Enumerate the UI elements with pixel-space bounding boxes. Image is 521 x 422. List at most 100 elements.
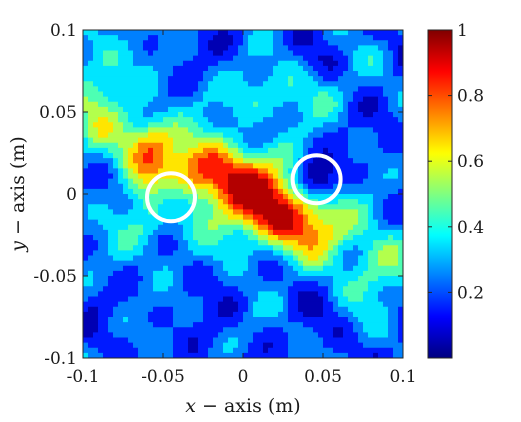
- heatmap-cell: [203, 86, 209, 93]
- heatmap-cell: [83, 317, 89, 323]
- heatmap-cell: [393, 183, 399, 190]
- heatmap-cell: [393, 117, 399, 123]
- heatmap-cell: [318, 291, 324, 298]
- heatmap-cell: [318, 224, 324, 231]
- heatmap-cell: [153, 209, 159, 216]
- heatmap-cell: [363, 332, 369, 339]
- heatmap-cell: [228, 199, 234, 205]
- heatmap-cell: [388, 163, 394, 169]
- heatmap-cell: [228, 117, 234, 123]
- heatmap-cell: [378, 188, 384, 195]
- heatmap-cell: [103, 276, 109, 282]
- heatmap-cell: [323, 122, 329, 128]
- heatmap-cell: [293, 112, 299, 118]
- heatmap-cell: [308, 60, 314, 67]
- heatmap-cell: [208, 204, 214, 210]
- heatmap-cell: [93, 291, 99, 298]
- heatmap-cell: [88, 332, 94, 339]
- heatmap-cell: [363, 194, 369, 200]
- heatmap-cell: [188, 224, 194, 231]
- heatmap-cell: [368, 168, 374, 175]
- heatmap-cell: [218, 76, 224, 82]
- heatmap-cell: [358, 255, 364, 262]
- heatmap-cell: [273, 153, 279, 159]
- heatmap-cell: [333, 204, 339, 210]
- heatmap-cell: [378, 96, 384, 103]
- heatmap-cell: [353, 194, 359, 200]
- heatmap-cell: [143, 255, 149, 262]
- heatmap-cell: [243, 337, 249, 344]
- heatmap-cell: [203, 352, 209, 358]
- heatmap-cell: [238, 214, 244, 221]
- heatmap-cell: [228, 352, 234, 358]
- heatmap-cell: [388, 235, 394, 241]
- heatmap-cell: [98, 106, 104, 113]
- heatmap-cell: [163, 265, 169, 272]
- heatmap-cell: [358, 194, 364, 200]
- heatmap-cell: [128, 71, 134, 77]
- heatmap-cell: [378, 214, 384, 221]
- heatmap-cell: [188, 296, 194, 303]
- heatmap-cell: [148, 132, 154, 139]
- heatmap-cell: [108, 224, 114, 231]
- heatmap-cell: [178, 96, 184, 103]
- y-axis-label: y − axis (m): [7, 136, 29, 253]
- heatmap-cell: [208, 178, 214, 185]
- heatmap-cell: [303, 235, 309, 241]
- heatmap-cell: [298, 122, 304, 128]
- heatmap-cell: [118, 65, 124, 72]
- heatmap-cell: [148, 96, 154, 103]
- heatmap-cell: [233, 45, 239, 52]
- heatmap-cell: [268, 270, 274, 277]
- heatmap-cell: [183, 337, 189, 344]
- heatmap-cell: [88, 147, 94, 154]
- heatmap-cell: [363, 127, 369, 134]
- heatmap-cell: [213, 224, 219, 231]
- heatmap-cell: [183, 204, 189, 210]
- heatmap-cell: [173, 352, 179, 358]
- heatmap-cell: [388, 209, 394, 216]
- heatmap-cell: [243, 178, 249, 185]
- heatmap-cell: [103, 317, 109, 323]
- heatmap-cell: [208, 86, 214, 93]
- heatmap-cell: [148, 30, 154, 36]
- heatmap-cell: [153, 255, 159, 262]
- heatmap-cell: [98, 127, 104, 134]
- heatmap-cell: [358, 178, 364, 185]
- heatmap-cell: [268, 153, 274, 159]
- heatmap-cell: [163, 163, 169, 169]
- heatmap-cell: [378, 281, 384, 287]
- heatmap-cell: [393, 173, 399, 180]
- heatmap-cell: [388, 112, 394, 118]
- heatmap-cell: [103, 55, 109, 62]
- heatmap-cell: [138, 96, 144, 103]
- heatmap-cell: [338, 96, 344, 103]
- heatmap-cell: [373, 30, 379, 36]
- heatmap-cell: [313, 163, 319, 169]
- heatmap-cell: [358, 219, 364, 226]
- heatmap-cell: [328, 153, 334, 159]
- heatmap-cell: [88, 86, 94, 93]
- heatmap-cell: [378, 153, 384, 159]
- heatmap-cell: [358, 71, 364, 77]
- heatmap-cell: [108, 50, 114, 57]
- heatmap-cell: [248, 265, 254, 272]
- heatmap-cell: [298, 91, 304, 98]
- heatmap-cell: [358, 55, 364, 62]
- heatmap-cell: [143, 81, 149, 87]
- heatmap-cell: [208, 224, 214, 231]
- heatmap-cell: [93, 240, 99, 246]
- heatmap-cell: [398, 50, 403, 57]
- heatmap-cell: [323, 158, 329, 164]
- heatmap-cell: [333, 347, 339, 354]
- heatmap-cell: [288, 255, 294, 262]
- heatmap-cell: [253, 255, 259, 262]
- heatmap-cell: [288, 342, 294, 349]
- heatmap-cell: [248, 153, 254, 159]
- heatmap-cell: [173, 142, 179, 149]
- heatmap-cell: [183, 137, 189, 144]
- heatmap-cell: [173, 35, 179, 41]
- heatmap-cell: [293, 317, 299, 323]
- heatmap-cell: [243, 158, 249, 164]
- heatmap-cell: [298, 132, 304, 139]
